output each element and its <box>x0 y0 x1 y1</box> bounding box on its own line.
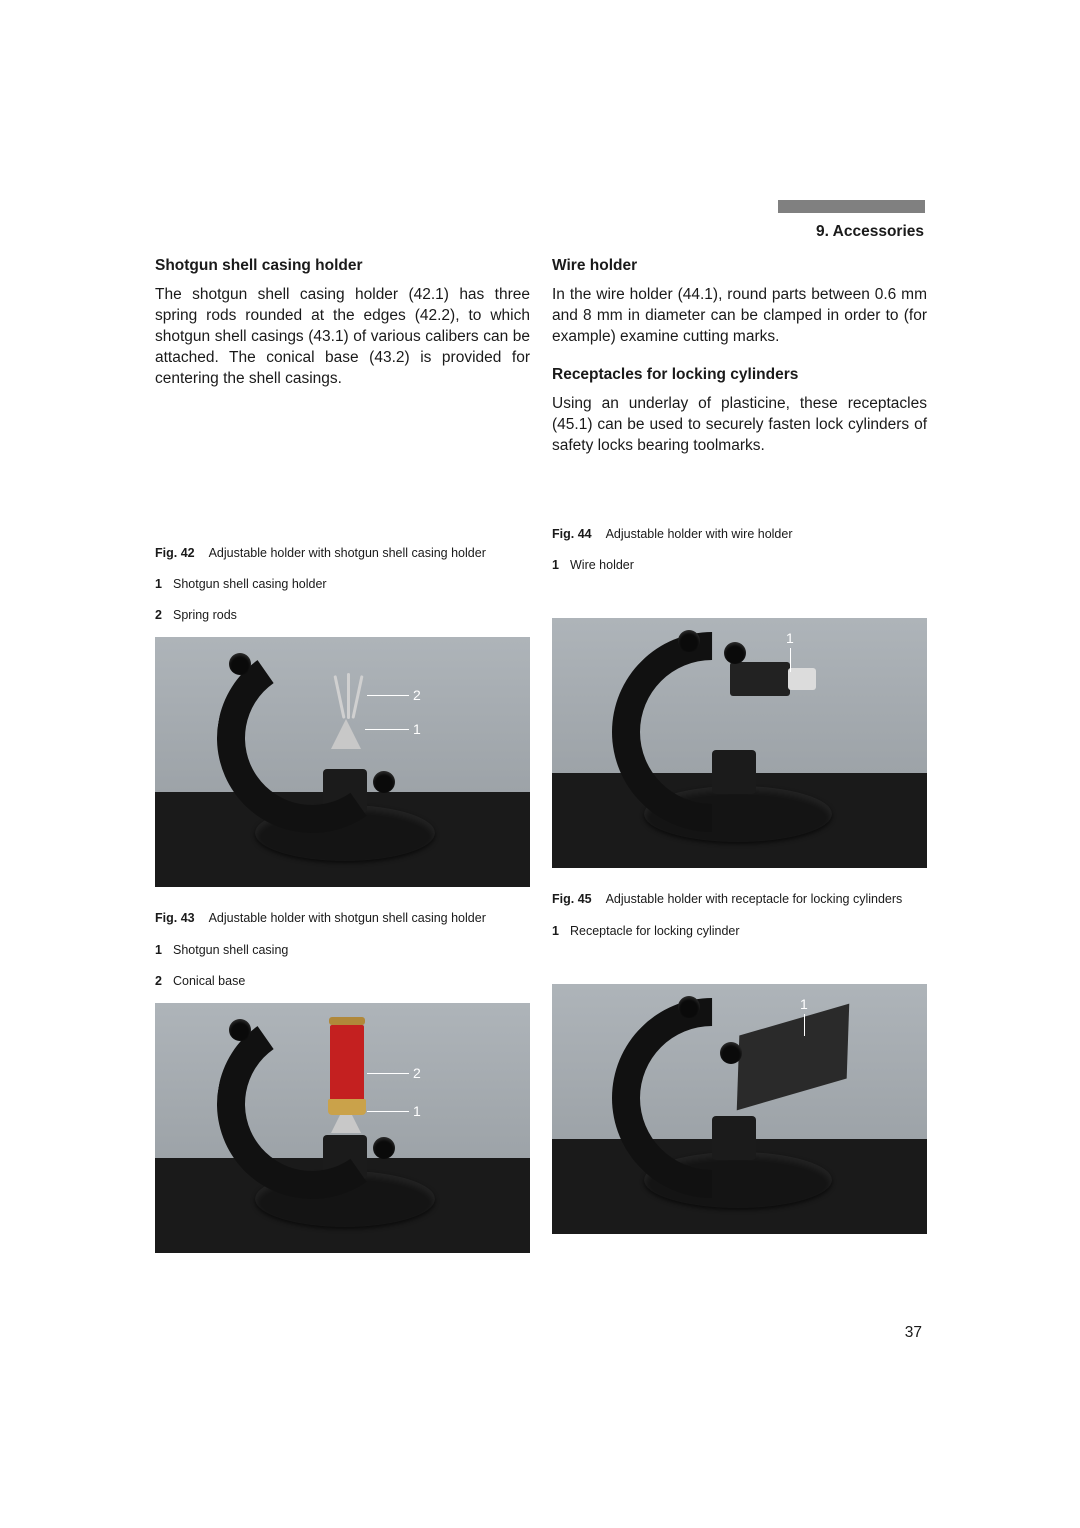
page-number: 37 <box>905 1324 922 1342</box>
fig43-legend-2-num: 2 <box>155 972 173 991</box>
fig44-legend-1-num: 1 <box>552 556 570 575</box>
fig45-callout-1: 1 <box>800 996 808 1012</box>
heading-receptacles: Receptacles for locking cylinders <box>552 366 927 384</box>
fig42-callout-1: 1 <box>413 721 421 737</box>
fig43-legend-1-text: Shotgun shell casing <box>173 943 288 957</box>
fig44-image: 1 <box>552 618 927 868</box>
fig43-block: Fig. 43 Adjustable holder with shotgun sh… <box>155 909 530 1253</box>
fig43-label: Fig. 43 <box>155 911 195 925</box>
fig42-block: Fig. 42 Adjustable holder with shotgun sh… <box>155 544 530 888</box>
fig43-legend-2-text: Conical base <box>173 974 245 988</box>
fig43-caption-text: Adjustable holder with shotgun shell cas… <box>209 911 486 925</box>
chapter-title: 9. Accessories <box>816 223 924 241</box>
left-column: Shotgun shell casing holder The shotgun … <box>155 257 530 1253</box>
fig42-caption-text: Adjustable holder with shotgun shell cas… <box>209 546 486 560</box>
content-columns: Shotgun shell casing holder The shotgun … <box>155 257 925 1253</box>
fig42-legend-2-text: Spring rods <box>173 608 237 622</box>
fig45-block: Fig. 45 Adjustable holder with receptacle… <box>552 890 927 1234</box>
fig42-label: Fig. 42 <box>155 546 195 560</box>
fig42-caption: Fig. 42 Adjustable holder with shotgun sh… <box>155 544 530 563</box>
heading-shotgun: Shotgun shell casing holder <box>155 257 530 275</box>
fig44-caption-text: Adjustable holder with wire holder <box>606 527 793 541</box>
fig42-legend-2: 2Spring rods <box>155 606 530 625</box>
fig43-legend-1: 1Shotgun shell casing <box>155 941 530 960</box>
fig44-label: Fig. 44 <box>552 527 592 541</box>
fig42-legend-1-text: Shotgun shell casing holder <box>173 577 327 591</box>
fig42-callout-2: 2 <box>413 687 421 703</box>
fig43-image: 2 1 <box>155 1003 530 1253</box>
fig42-legend-1-num: 1 <box>155 575 173 594</box>
header-bar <box>778 200 925 213</box>
fig43-legend-2: 2Conical base <box>155 972 530 991</box>
fig42-legend-1: 1Shotgun shell casing holder <box>155 575 530 594</box>
fig45-caption: Fig. 45 Adjustable holder with receptacle… <box>552 890 927 909</box>
fig45-legend-1-text: Receptacle for locking cylinder <box>570 924 740 938</box>
para-shotgun: The shotgun shell casing holder (42.1) h… <box>155 285 530 390</box>
fig42-image: 2 1 <box>155 637 530 887</box>
fig44-caption: Fig. 44 Adjustable holder with wire holde… <box>552 525 927 544</box>
heading-wire: Wire holder <box>552 257 927 275</box>
fig45-label: Fig. 45 <box>552 892 592 906</box>
right-column: Wire holder In the wire holder (44.1), r… <box>552 257 927 1253</box>
fig44-callout-1: 1 <box>786 630 794 646</box>
fig45-legend-1: 1Receptacle for locking cylinder <box>552 922 927 941</box>
fig42-legend-2-num: 2 <box>155 606 173 625</box>
fig44-legend-1-text: Wire holder <box>570 558 634 572</box>
fig43-legend-1-num: 1 <box>155 941 173 960</box>
page: 9. Accessories Shotgun shell casing hold… <box>0 0 1080 1528</box>
fig45-legend-1-num: 1 <box>552 922 570 941</box>
para-receptacles: Using an underlay of plasticine, these r… <box>552 394 927 457</box>
para-wire: In the wire holder (44.1), round parts b… <box>552 285 927 348</box>
fig45-image: 1 <box>552 984 927 1234</box>
fig44-legend-1: 1Wire holder <box>552 556 927 575</box>
fig43-callout-1: 1 <box>413 1103 421 1119</box>
fig44-block: Fig. 44 Adjustable holder with wire holde… <box>552 525 927 869</box>
fig45-caption-text: Adjustable holder with receptacle for lo… <box>606 892 903 906</box>
fig43-callout-2: 2 <box>413 1065 421 1081</box>
fig43-caption: Fig. 43 Adjustable holder with shotgun sh… <box>155 909 530 928</box>
